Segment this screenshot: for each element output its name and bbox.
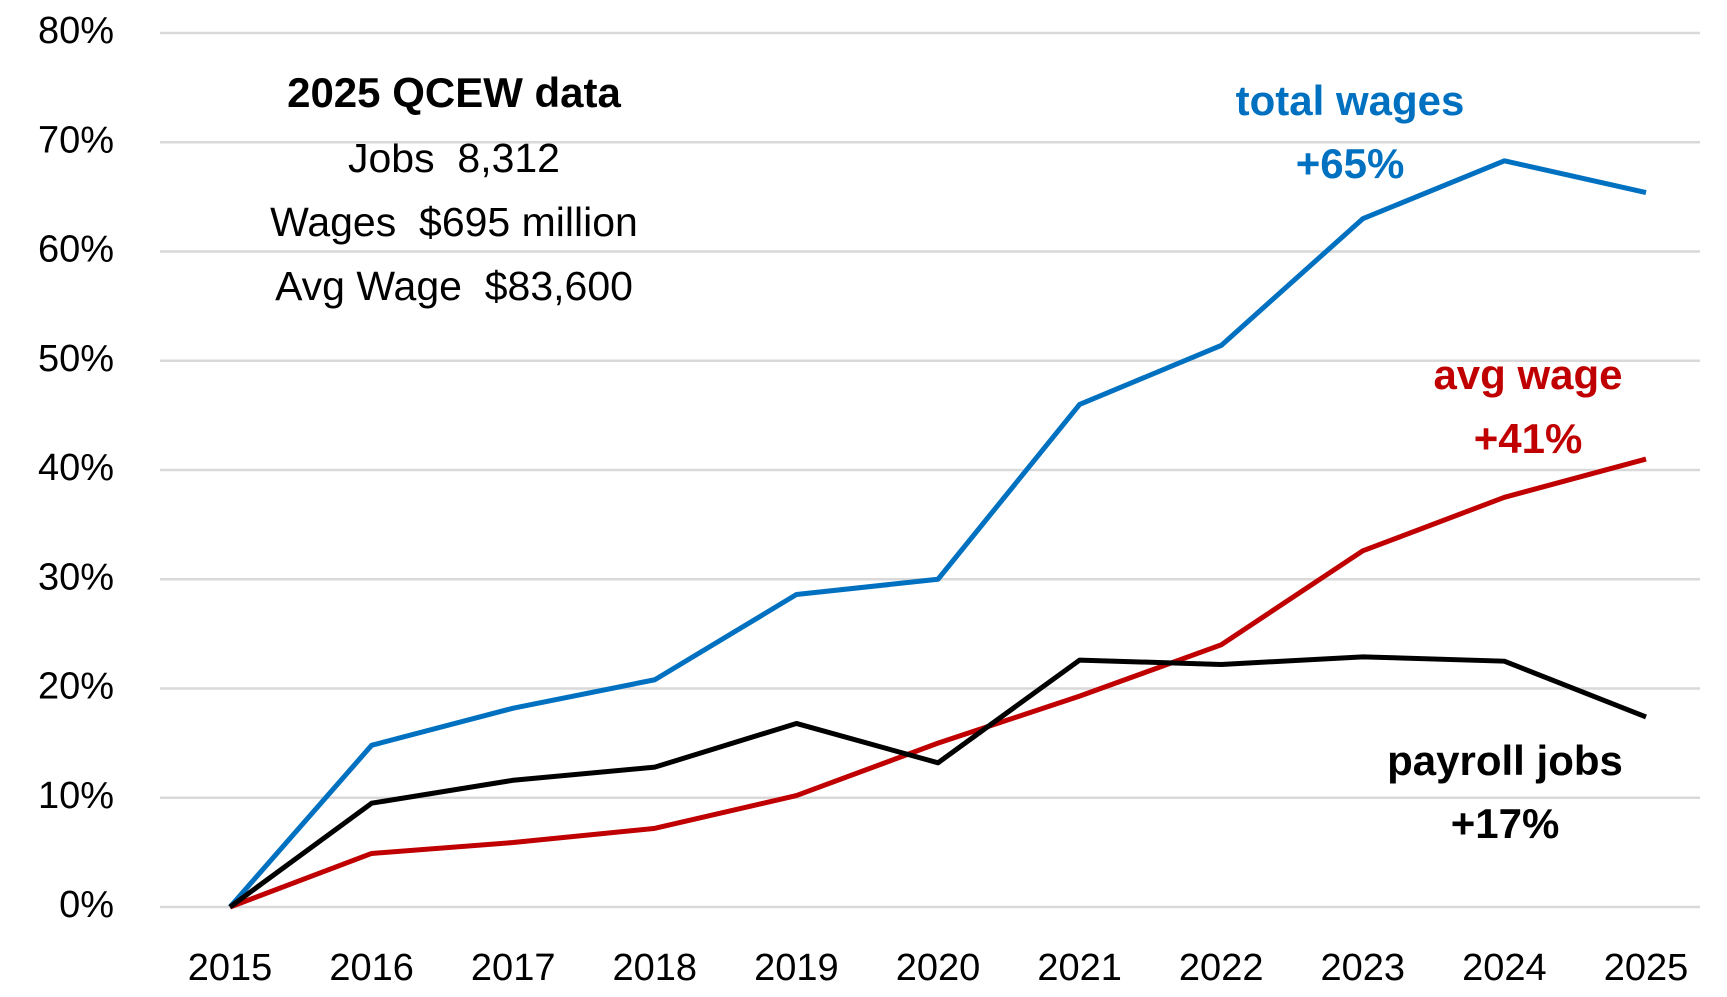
x-tick-label: 2018 [613,947,698,989]
series-end-label: +17% [1451,800,1560,847]
x-tick-label: 2024 [1462,947,1547,989]
x-tick-label: 2015 [188,947,273,989]
series-line [228,654,1647,910]
y-tick-label: 30% [38,556,114,598]
x-tick-label: 2022 [1179,947,1264,989]
series-label: avg wage [1433,351,1622,398]
annotation-title: 2025 QCEW data [287,69,621,116]
y-tick-label: 10% [38,775,114,817]
x-tick-label: 2025 [1604,947,1689,989]
series-end-label: +41% [1474,415,1583,462]
y-tick-label: 0% [59,884,114,926]
annotation: Avg Wage $83,600 [275,263,633,309]
x-tick-label: 2021 [1037,947,1122,989]
series-label: payroll jobs [1387,737,1623,784]
x-tick-label: 2017 [471,947,556,989]
series-line [228,158,1647,909]
x-tick-label: 2019 [754,947,839,989]
y-tick-label: 20% [38,666,114,708]
y-tick-label: 60% [38,229,114,271]
series-label: total wages [1236,77,1465,124]
y-tick-label: 70% [38,119,114,161]
info-box: 2025 QCEW data Jobs 8,312 Wages $695 mil… [270,69,638,309]
x-tick-label: 2023 [1321,947,1406,989]
y-tick-label: 80% [38,10,114,52]
series-line [229,456,1647,910]
series-end-label: +65% [1296,140,1405,187]
x-tick-label: 2016 [329,947,414,989]
y-tick-label: 40% [38,447,114,489]
y-tick-label: 50% [38,338,114,380]
annotation: Wages $695 million [270,199,638,245]
x-tick-label: 2020 [896,947,981,989]
